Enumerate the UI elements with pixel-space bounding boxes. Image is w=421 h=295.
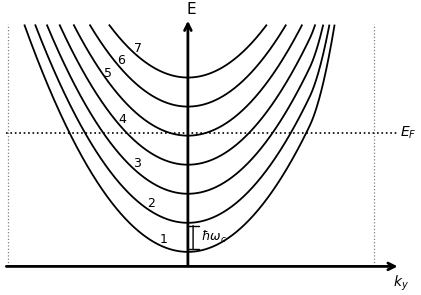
Text: 1: 1 bbox=[160, 232, 168, 246]
Text: 2: 2 bbox=[147, 197, 155, 210]
Text: 6: 6 bbox=[117, 54, 125, 67]
Text: 7: 7 bbox=[134, 42, 142, 55]
Text: E: E bbox=[187, 2, 196, 17]
Text: $k_y$: $k_y$ bbox=[393, 274, 409, 293]
Text: 5: 5 bbox=[104, 66, 112, 80]
Text: $\hbar\omega_c$: $\hbar\omega_c$ bbox=[201, 229, 227, 245]
Text: 3: 3 bbox=[133, 157, 141, 170]
Text: $E_F$: $E_F$ bbox=[400, 124, 417, 141]
Text: 4: 4 bbox=[118, 113, 126, 126]
